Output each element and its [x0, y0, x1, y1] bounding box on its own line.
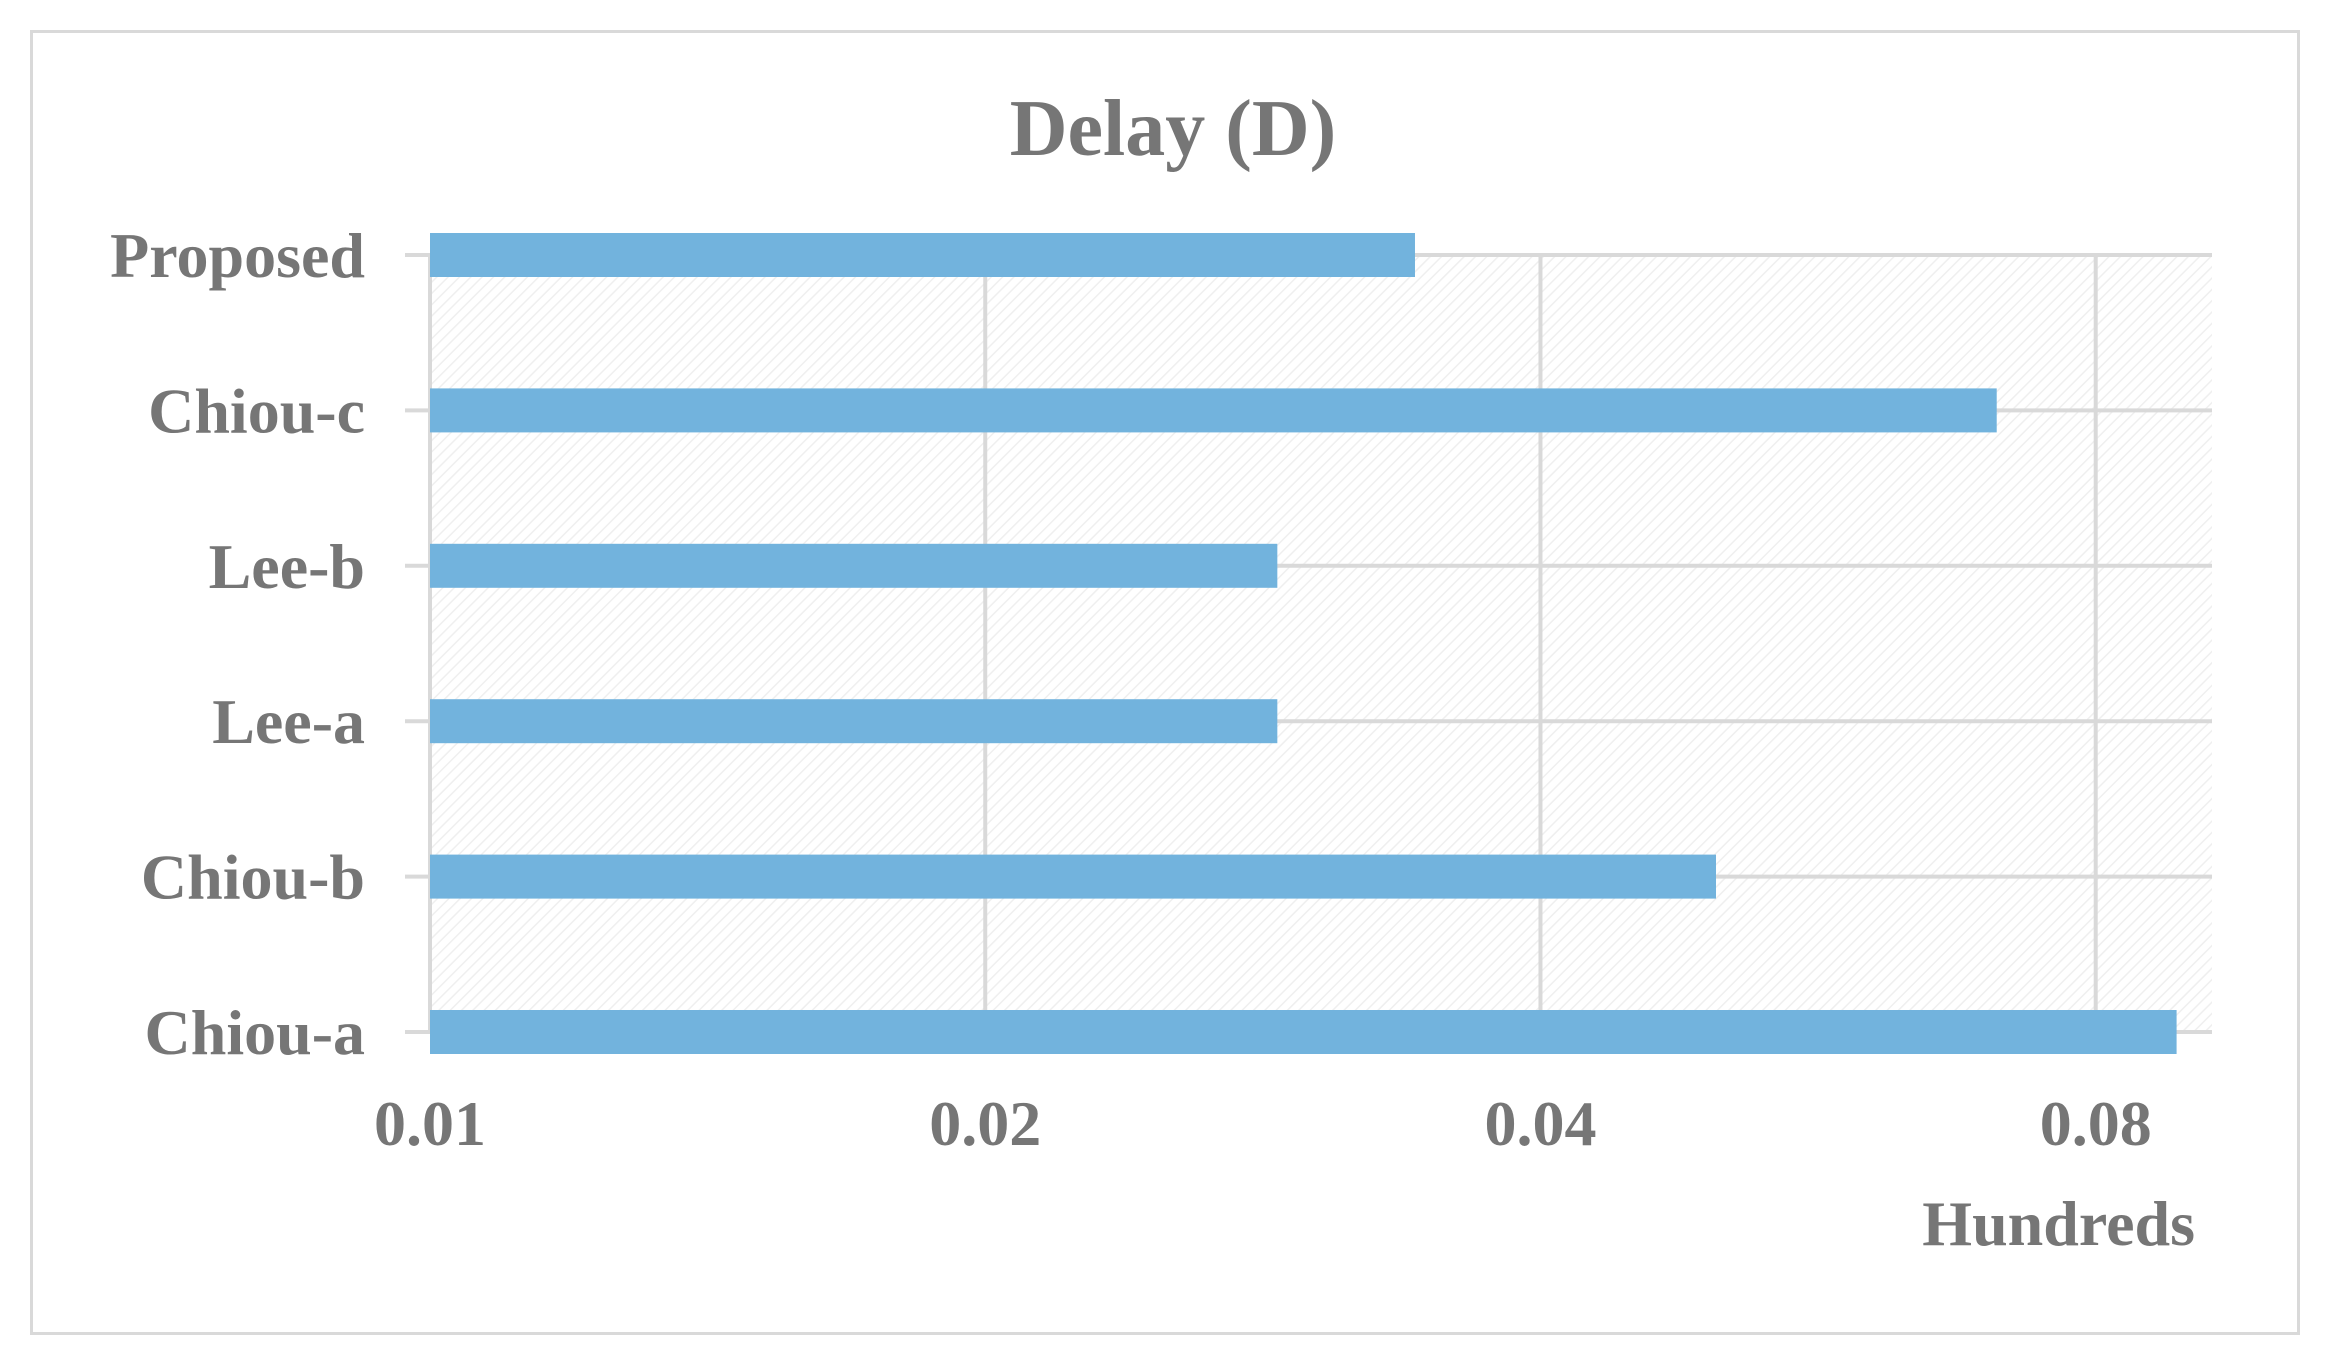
y-tick-label: Chiou-c [148, 375, 365, 446]
y-tick-label: Proposed [110, 220, 365, 291]
y-tick-label: Chiou-a [145, 997, 366, 1068]
x-axis-unit-label: Hundreds [1922, 1188, 2195, 1259]
y-tick-label: Lee-a [212, 686, 365, 757]
x-tick-label: 0.01 [374, 1088, 486, 1159]
bar-chiou-a [430, 1010, 2177, 1054]
bar-chiou-c [430, 388, 1997, 433]
bars [430, 233, 2177, 1054]
y-tick-label: Lee-b [209, 531, 365, 602]
x-tick-label: 0.08 [2040, 1088, 2152, 1159]
x-tick-label: 0.04 [1484, 1088, 1596, 1159]
labels: Chiou-a Chiou-b Lee-a Lee-b Chiou-c Proposed 0… [110, 220, 2152, 1159]
y-tick-label: Chiou-b [141, 842, 365, 913]
bar-lee-b [430, 543, 1278, 588]
plot-area [430, 255, 2212, 1032]
x-tick-label: 0.02 [929, 1088, 1041, 1159]
bar-lee-a [430, 699, 1278, 744]
bar-chiou-b [430, 854, 1717, 899]
chart-title: Delay (D) [1010, 85, 1337, 173]
bar-proposed [430, 233, 1415, 277]
